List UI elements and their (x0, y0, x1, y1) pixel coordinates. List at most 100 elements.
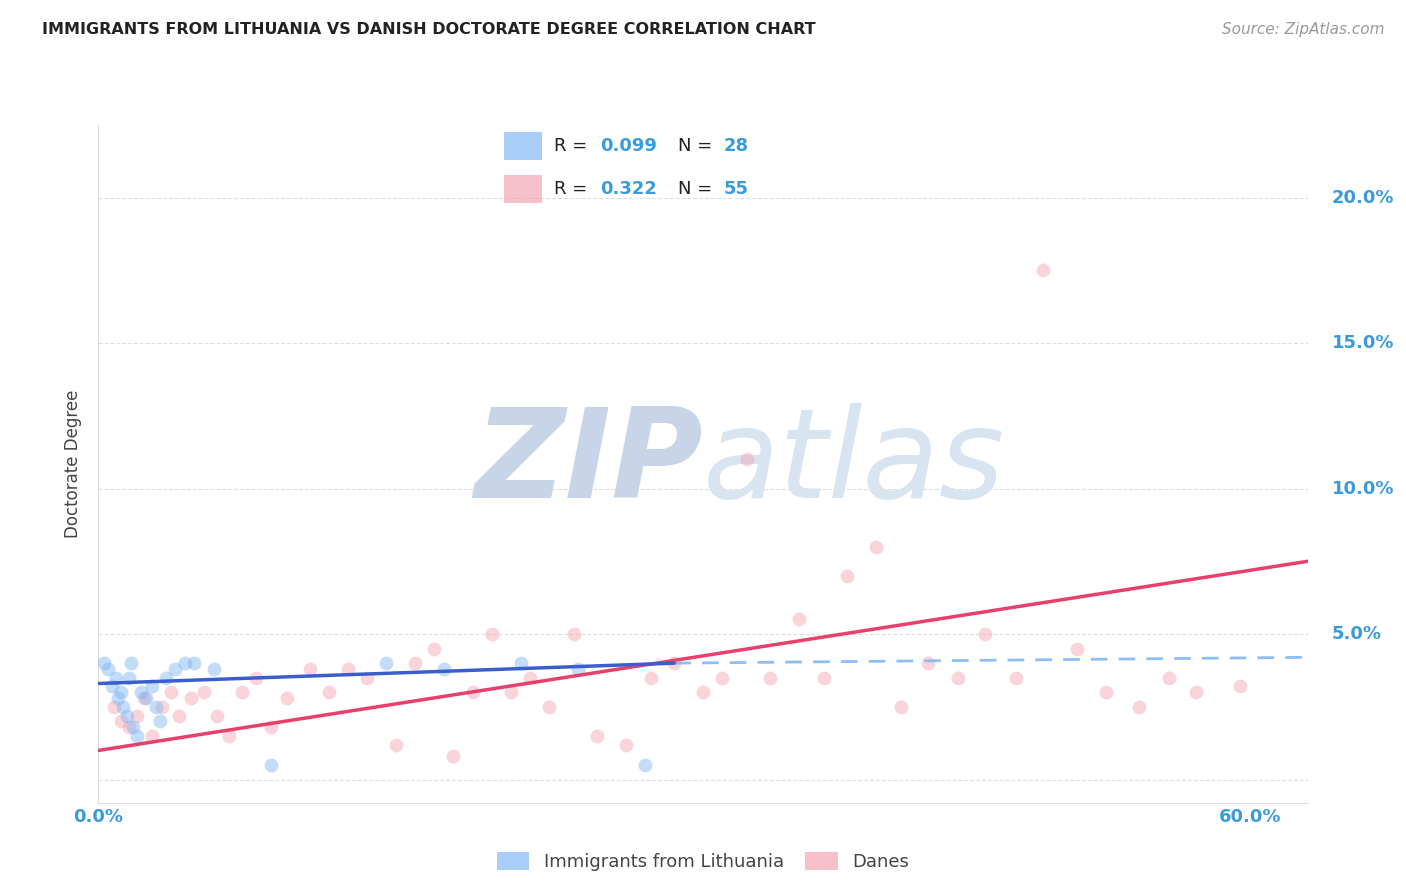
Legend: Immigrants from Lithuania, Danes: Immigrants from Lithuania, Danes (489, 846, 917, 879)
Point (125, 729, 148, 743)
Point (134, 691, 156, 706)
Text: 28: 28 (724, 136, 749, 154)
Point (519, 671, 541, 685)
Point (509, 656, 531, 670)
Point (118, 671, 141, 685)
Point (586, 729, 609, 743)
Point (231, 685, 253, 699)
Point (129, 685, 152, 699)
Point (1159, 671, 1181, 685)
Point (974, 627, 997, 641)
Point (183, 656, 205, 670)
Text: 0.099: 0.099 (600, 136, 657, 154)
Text: 10.0%: 10.0% (1331, 480, 1395, 498)
Point (759, 671, 782, 685)
Point (110, 714, 132, 729)
Point (499, 685, 522, 699)
Point (948, 671, 970, 685)
Point (433, 662, 456, 676)
Point (260, 758, 283, 772)
Point (118, 720, 141, 734)
Point (173, 656, 195, 670)
Point (276, 691, 298, 706)
Point (150, 699, 173, 714)
Point (318, 685, 340, 699)
Point (385, 738, 408, 752)
Point (260, 720, 283, 734)
Point (122, 720, 145, 734)
Text: 5.0%: 5.0% (1331, 625, 1382, 643)
Point (155, 671, 177, 685)
Point (1095, 685, 1118, 699)
Point (298, 662, 321, 676)
Point (423, 641, 446, 656)
Text: 55: 55 (724, 180, 749, 198)
Text: N =: N = (678, 136, 717, 154)
Y-axis label: Doctorate Degree: Doctorate Degree (65, 390, 83, 538)
Point (115, 708, 138, 723)
Point (614, 738, 637, 752)
Point (207, 708, 229, 723)
Bar (505, 175, 541, 202)
Point (120, 656, 142, 670)
Point (567, 662, 589, 676)
Text: R =: R = (554, 136, 593, 154)
Point (735, 452, 758, 467)
Point (107, 691, 129, 706)
Point (135, 691, 157, 706)
Point (664, 656, 686, 670)
Point (1032, 263, 1054, 277)
Point (787, 613, 810, 627)
Text: atlas: atlas (703, 403, 1005, 524)
Text: N =: N = (678, 180, 717, 198)
Point (1005, 671, 1028, 685)
Point (165, 662, 187, 676)
Point (218, 729, 240, 743)
Point (245, 671, 267, 685)
Point (97, 662, 120, 676)
Point (538, 699, 561, 714)
Point (634, 758, 657, 772)
Text: Source: ZipAtlas.com: Source: ZipAtlas.com (1222, 22, 1385, 37)
Point (711, 671, 734, 685)
Point (1185, 685, 1208, 699)
Point (167, 708, 190, 723)
Point (564, 627, 586, 641)
Text: 0.322: 0.322 (600, 180, 657, 198)
Text: R =: R = (554, 180, 593, 198)
Point (890, 699, 912, 714)
Point (125, 708, 148, 723)
Point (640, 671, 662, 685)
Point (481, 627, 503, 641)
Point (193, 685, 215, 699)
Point (101, 680, 124, 694)
Point (141, 729, 163, 743)
Point (180, 691, 202, 706)
Point (1128, 699, 1150, 714)
Point (336, 662, 359, 676)
Point (443, 749, 465, 764)
Point (110, 685, 132, 699)
Point (160, 685, 183, 699)
Point (404, 656, 426, 670)
Text: 20.0%: 20.0% (1331, 188, 1395, 207)
Point (356, 671, 378, 685)
Point (692, 685, 714, 699)
Point (1229, 680, 1251, 694)
Point (202, 662, 225, 676)
Point (103, 699, 125, 714)
Point (461, 685, 484, 699)
Point (104, 671, 127, 685)
Point (917, 656, 939, 670)
Point (865, 540, 887, 554)
Point (149, 714, 172, 729)
Point (93, 656, 115, 670)
Point (145, 699, 167, 714)
Point (813, 671, 835, 685)
Text: IMMIGRANTS FROM LITHUANIA VS DANISH DOCTORATE DEGREE CORRELATION CHART: IMMIGRANTS FROM LITHUANIA VS DANISH DOCT… (42, 22, 815, 37)
Bar (505, 132, 541, 160)
Point (141, 680, 163, 694)
Point (112, 699, 135, 714)
Point (1066, 641, 1088, 656)
Point (835, 569, 858, 583)
